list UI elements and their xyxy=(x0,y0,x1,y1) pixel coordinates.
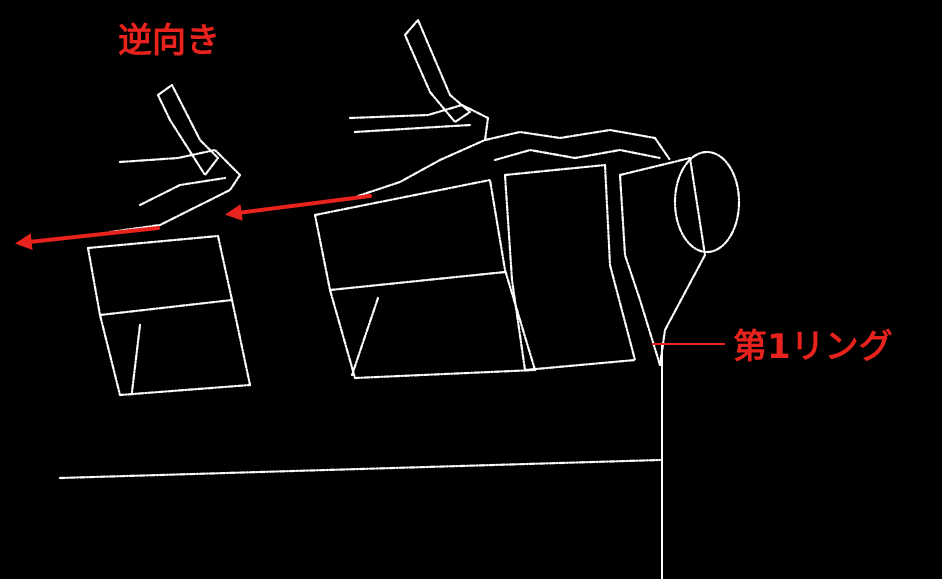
left-appendage xyxy=(108,148,242,234)
left-segment xyxy=(86,83,252,397)
horizontal-base-line xyxy=(58,458,662,480)
left-segment-inner-line xyxy=(130,323,142,394)
first-ring xyxy=(618,150,741,367)
first-ring-opening xyxy=(673,150,741,254)
first-ring-body xyxy=(618,156,707,367)
right-segment-body xyxy=(503,163,637,372)
middle-segment-body xyxy=(313,178,537,380)
base-lines xyxy=(58,344,663,579)
left-segment-body xyxy=(86,234,252,397)
middle-segment-inner-line xyxy=(350,296,380,377)
middle-appendage xyxy=(348,103,490,198)
middle-spine xyxy=(403,18,472,124)
reverse-direction-arrow xyxy=(14,226,160,251)
middle-segment-band xyxy=(328,270,507,292)
middle-direction-arrow xyxy=(225,194,372,221)
chain-bottom xyxy=(493,148,662,162)
left-segment-band xyxy=(98,298,234,317)
left-appendage-inner xyxy=(138,176,227,207)
right-segment xyxy=(503,163,637,372)
reverse-label: 逆向き xyxy=(118,21,220,61)
first-ring-label: 第1リング xyxy=(733,327,893,367)
left-spine xyxy=(156,83,220,177)
direction-arrows xyxy=(14,194,372,251)
chain xyxy=(483,128,672,162)
middle-appendage-inner xyxy=(353,123,472,134)
chain-top xyxy=(483,128,672,162)
middle-segment xyxy=(313,18,537,380)
